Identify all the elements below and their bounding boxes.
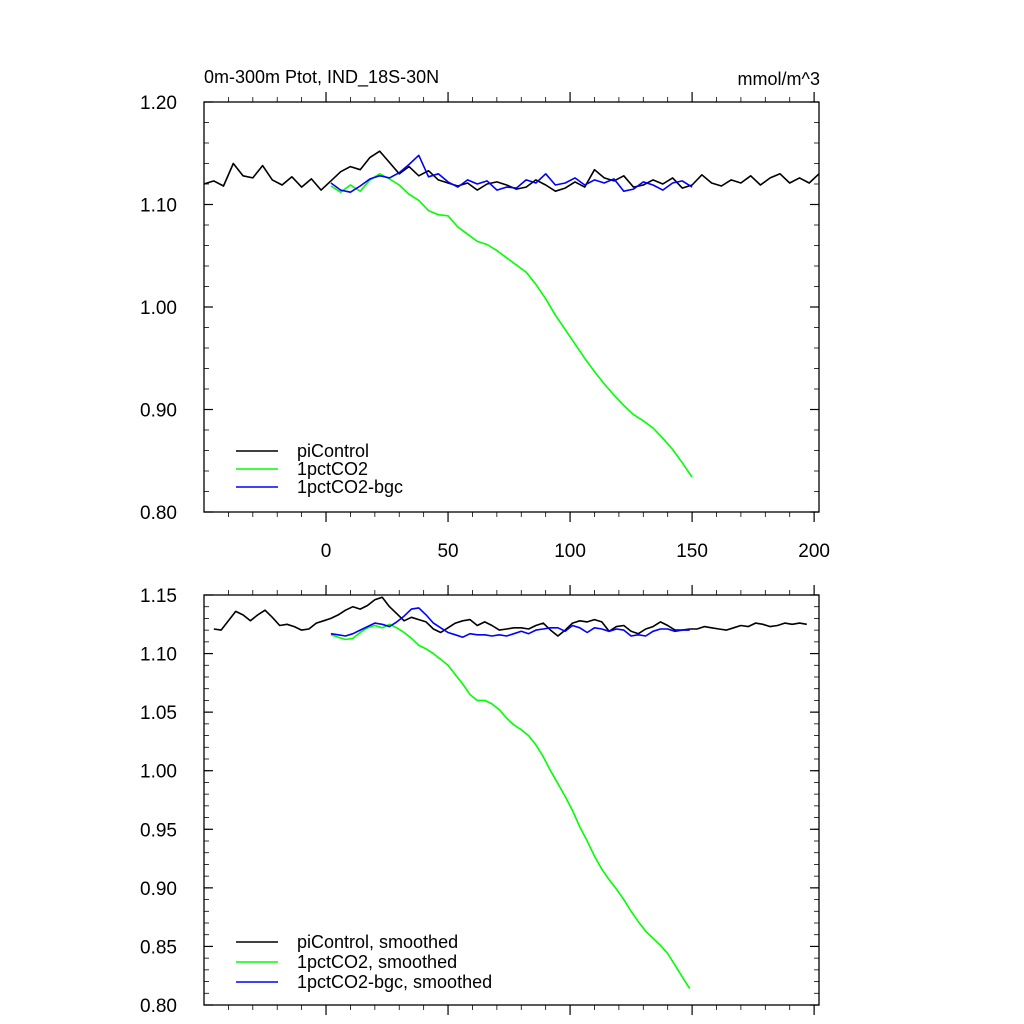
series-line-picontrol <box>203 150 820 192</box>
y-tick-label: 0.85 <box>140 937 177 958</box>
y-tick-label: 0.80 <box>140 996 177 1017</box>
y-tick-label: 0.95 <box>140 820 177 841</box>
x-tick-label: 150 <box>676 541 708 562</box>
y-tick-label: 1.10 <box>140 196 177 217</box>
x-tick-label: 50 <box>437 541 458 562</box>
bottom-axes-ticks: 0.80 0.85 0.90 0.95 1.00 1.05 1.10 1.15 <box>140 585 819 1017</box>
series-line-1pctco2 <box>330 173 693 478</box>
series-line-1pctco2-bgc-smoothed <box>330 607 690 639</box>
top-panel: 0m-300m Ptot, IND_18S-30N mmol/m^3 0.800… <box>140 67 830 562</box>
legend-label: 1pctCO2, smoothed <box>297 952 457 972</box>
y-tick-label: 1.00 <box>140 762 177 783</box>
x-tick-label: 0 <box>321 541 332 562</box>
x-tick-label: 100 <box>554 541 586 562</box>
top-plot-frame <box>203 101 820 513</box>
legend-label: 1pctCO2-bgc, smoothed <box>297 972 492 992</box>
legend-label: 1pctCO2-bgc <box>297 477 403 497</box>
y-tick-label: 1.10 <box>140 645 177 666</box>
y-tick-label: 1.20 <box>140 93 177 114</box>
top-axes-ticks: 0.80 0.90 1.00 1.10 1.20 0 50 100 150 200 <box>140 92 830 562</box>
y-tick-label: 0.90 <box>140 401 177 422</box>
y-tick-label: 1.00 <box>140 298 177 319</box>
top-series-group <box>203 150 820 478</box>
series-line-1pctco2-bgc <box>330 154 693 193</box>
y-tick-label: 0.90 <box>140 879 177 900</box>
x-tick-label: 200 <box>798 541 830 562</box>
series-line-picontrol-smoothed <box>213 596 807 637</box>
y-tick-label: 1.05 <box>140 703 177 724</box>
legend-label: piControl <box>297 441 369 461</box>
top-title-left: 0m-300m Ptot, IND_18S-30N <box>204 67 439 88</box>
bottom-plot-frame <box>203 594 820 1006</box>
y-tick-label: 1.15 <box>140 586 177 607</box>
legend-label: 1pctCO2 <box>297 459 368 479</box>
top-title-right: mmol/m^3 <box>738 69 820 89</box>
bottom-panel: 0.80 0.85 0.90 0.95 1.00 1.05 1.10 1.15 piContr… <box>140 585 820 1017</box>
legend-label: piControl, smoothed <box>297 932 458 952</box>
y-tick-label: 0.80 <box>140 503 177 524</box>
bottom-series-group <box>213 596 807 990</box>
